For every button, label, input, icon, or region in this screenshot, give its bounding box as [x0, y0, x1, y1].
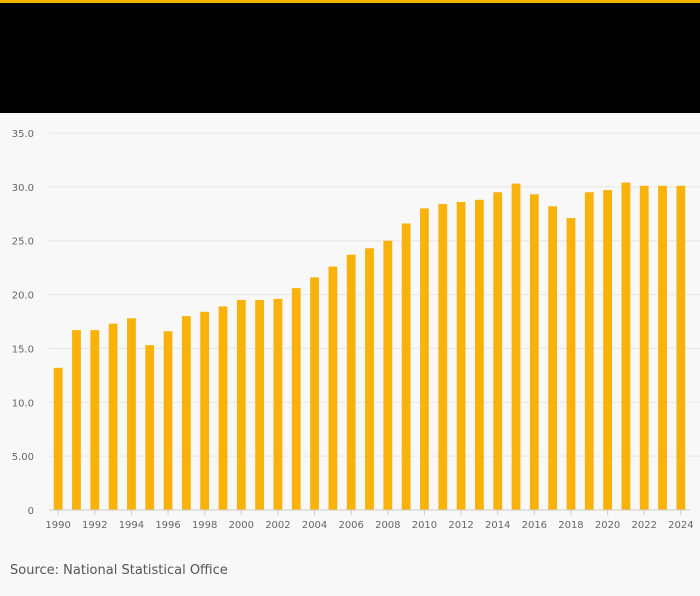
header-band	[0, 3, 700, 113]
x-tick-label: 1996	[155, 520, 180, 531]
x-tick-label: 2000	[229, 520, 254, 531]
x-tick-label: 2012	[448, 520, 473, 531]
bar-1994	[127, 318, 136, 510]
bar-2005	[328, 266, 338, 510]
bar-2001	[255, 299, 265, 510]
bar-2006	[346, 254, 356, 510]
bar-1991	[72, 330, 81, 510]
bar-2017	[548, 206, 558, 510]
bar-2013	[474, 199, 484, 510]
x-tick-label: 1992	[82, 520, 107, 531]
bar-1992	[90, 330, 100, 510]
source-note: Source: National Statistical Office	[10, 563, 228, 578]
x-tick-label: 1990	[45, 520, 70, 531]
bar-2010	[420, 208, 429, 510]
x-tick-label: 2006	[338, 520, 363, 531]
top-accent-bar	[0, 0, 700, 3]
bar-2016	[529, 194, 539, 510]
x-tick-label: 2010	[412, 520, 437, 531]
x-tick-label: 2022	[631, 520, 656, 531]
x-tick-label: 2002	[265, 520, 290, 531]
x-tick-label: 1998	[192, 520, 217, 531]
bar-chart: 0 5.00 10.0 15.0 20.0 25.0 30.0 35.0 1990 1992 199…	[12, 129, 700, 531]
bar-2022	[639, 185, 649, 510]
x-tick-label: 1994	[119, 520, 144, 531]
x-tick-label: 2020	[595, 520, 620, 531]
bar-1993	[108, 323, 118, 510]
y-tick-label: 10.0	[12, 398, 34, 409]
y-tick-label: 5.00	[12, 452, 34, 463]
bar-2004	[310, 277, 319, 510]
chart-area: 0 5.00 10.0 15.0 20.0 25.0 30.0 35.0 1990 1992 199…	[0, 113, 700, 553]
bar-2024	[676, 185, 686, 510]
bar-2002	[273, 298, 283, 510]
x-tick-label: 2018	[558, 520, 583, 531]
x-tick-label: 2016	[522, 520, 547, 531]
y-tick-label: 30.0	[12, 183, 34, 194]
bar-2020	[603, 190, 612, 510]
bar-1998	[200, 311, 210, 510]
bar-2003	[291, 288, 301, 510]
bar-2023	[658, 185, 667, 510]
bar-1999	[218, 306, 228, 510]
bar-1996	[163, 331, 173, 510]
y-tick-label: 15.0	[12, 344, 34, 355]
bar-2019	[584, 192, 594, 510]
y-tick-label: 0	[28, 506, 34, 517]
y-tick-label: 25.0	[12, 237, 34, 248]
x-tick-label: 2014	[485, 520, 510, 531]
bar-2012	[456, 201, 466, 510]
bar-2007	[365, 248, 374, 511]
bar-2021	[621, 182, 631, 510]
x-tick-label: 2004	[302, 520, 327, 531]
x-tick-label: 2008	[375, 520, 400, 531]
bar-1995	[145, 345, 155, 510]
bar-2008	[383, 240, 393, 510]
y-tick-label: 35.0	[12, 129, 34, 140]
bar-1990	[53, 367, 63, 510]
bar-2015	[511, 183, 521, 510]
bar-2011	[438, 204, 448, 510]
bar-2018	[566, 218, 576, 510]
bar-2009	[401, 223, 411, 510]
bar-2014	[493, 192, 503, 510]
y-tick-label: 20.0	[12, 291, 34, 302]
bar-2000	[236, 299, 246, 510]
x-tick-label: 2024	[668, 520, 693, 531]
bar-1997	[181, 316, 191, 510]
